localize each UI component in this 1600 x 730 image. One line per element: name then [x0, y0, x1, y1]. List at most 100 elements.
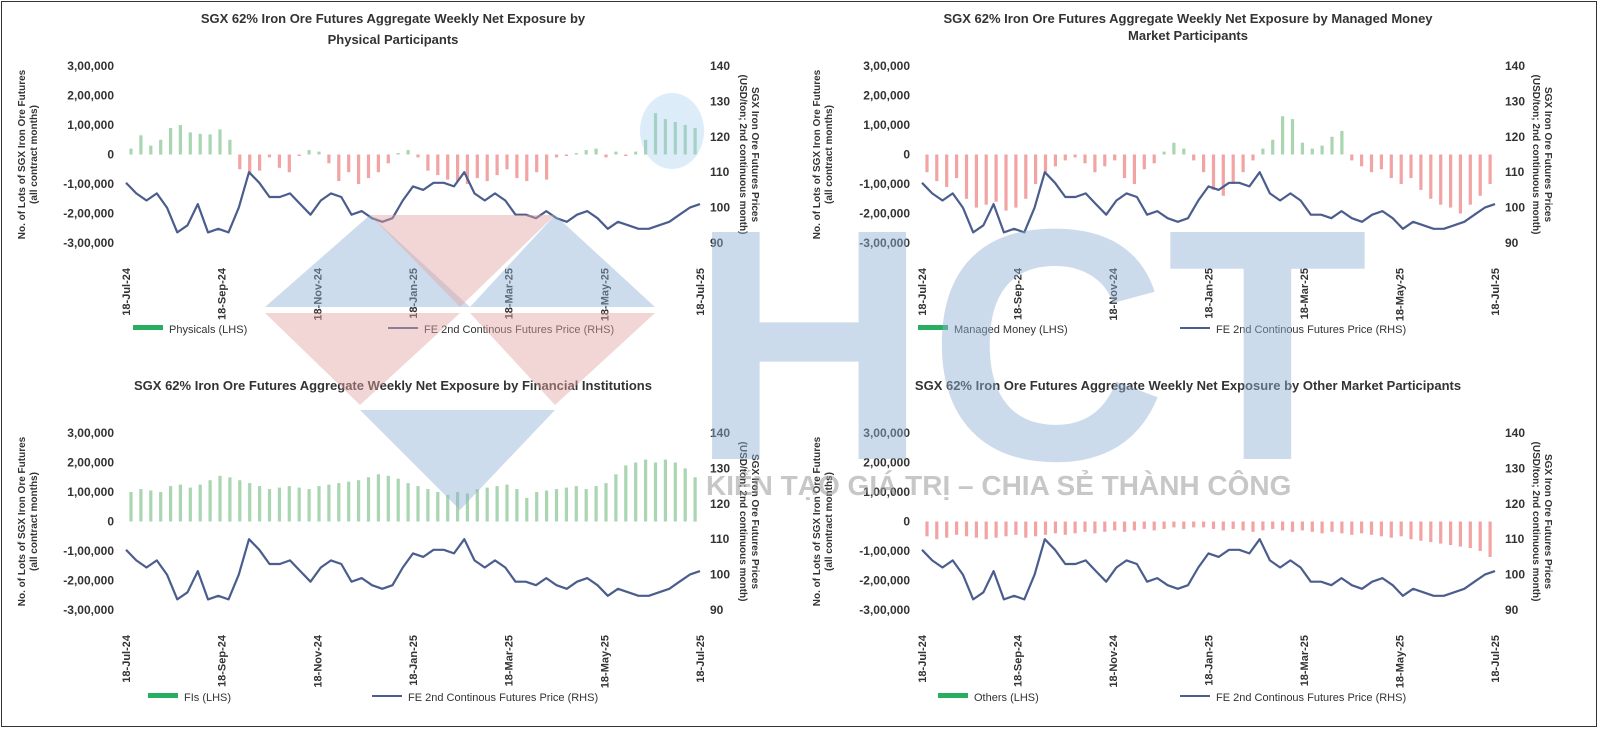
bar — [1439, 154, 1443, 205]
bar — [1330, 521, 1334, 532]
bar — [1261, 148, 1265, 155]
bar — [396, 478, 400, 522]
y2-tick-label: 140 — [710, 426, 730, 440]
y-axis-label: No. of Lots of SGX Iron Ore Futures(all … — [812, 436, 835, 606]
bar — [287, 154, 291, 173]
bar — [653, 462, 658, 522]
bar — [1389, 521, 1393, 538]
bar — [584, 150, 588, 155]
bar — [935, 154, 939, 182]
bar — [1369, 154, 1374, 173]
bar — [1024, 521, 1028, 538]
bar — [673, 122, 677, 155]
bar — [1182, 148, 1186, 155]
y2-tick-label: 90 — [1505, 603, 1519, 617]
bar — [317, 486, 321, 522]
bar — [1449, 521, 1453, 546]
bar — [188, 132, 192, 155]
bar — [1073, 154, 1077, 158]
bar — [1241, 521, 1245, 531]
bar — [1024, 154, 1028, 199]
legend-label-line: FE 2nd Continous Futures Price (RHS) — [1216, 324, 1406, 336]
bar — [317, 151, 321, 155]
bar — [1004, 521, 1008, 537]
y-tick-label: 0 — [107, 148, 114, 162]
y2-tick-label: 140 — [710, 59, 730, 73]
bar — [238, 154, 242, 170]
bar — [178, 484, 182, 522]
bar — [984, 154, 988, 205]
bar — [446, 494, 450, 522]
y-tick-label: 2,00,000 — [863, 89, 910, 103]
bar — [1073, 521, 1077, 534]
bar — [1172, 521, 1176, 528]
x-tick-label: 18-Jul-25 — [695, 268, 707, 316]
y2-axis-label: SGX Iron Ore Futures Prices(USD/ton; 2nd… — [1530, 442, 1553, 602]
bar — [456, 492, 460, 522]
bar — [1192, 154, 1196, 161]
legend-swatch-bars — [938, 693, 968, 698]
y-tick-label: -3,00,000 — [63, 603, 114, 617]
bar — [357, 480, 361, 522]
y2-tick-label: 90 — [1505, 236, 1519, 250]
y-tick-label: -3,00,000 — [859, 603, 910, 617]
bar — [376, 154, 380, 173]
y2-tick-label: 130 — [1505, 94, 1525, 108]
bar — [159, 139, 163, 155]
bar — [1103, 154, 1107, 167]
bar — [1399, 521, 1403, 537]
bar — [1241, 154, 1245, 173]
bar — [935, 521, 939, 540]
bar — [307, 489, 311, 522]
bar — [1439, 521, 1443, 544]
bar — [1330, 136, 1334, 155]
bar — [1043, 521, 1048, 535]
bar — [955, 154, 959, 179]
y2-axis-label: SGX Iron Ore Futures Prices(USD/ton; 2nd… — [737, 442, 760, 602]
bar — [436, 154, 440, 176]
bar — [357, 154, 361, 184]
bar — [129, 148, 133, 155]
bar — [1251, 521, 1255, 532]
bar — [1478, 521, 1482, 551]
bar — [614, 151, 618, 155]
bar — [337, 154, 341, 182]
bar — [554, 489, 559, 522]
bar — [1468, 521, 1472, 548]
bar — [1063, 521, 1067, 535]
y2-tick-label: 100 — [710, 568, 730, 582]
y-axis-label: No. of Lots of SGX Iron Ore Futures(all … — [17, 436, 40, 606]
bar — [1399, 154, 1403, 184]
bar — [475, 489, 479, 522]
bar — [267, 489, 272, 522]
bar — [1122, 154, 1127, 179]
bar — [624, 154, 628, 156]
bar — [277, 487, 281, 522]
bar — [1271, 521, 1275, 529]
bar — [465, 154, 469, 184]
x-tick-label: 18-Jul-24 — [121, 634, 133, 683]
bar — [525, 154, 529, 182]
bar — [1093, 154, 1097, 173]
bar — [277, 154, 281, 168]
y-tick-label: 3,00,000 — [863, 426, 910, 440]
y2-tick-label: 120 — [710, 130, 730, 144]
y-tick-label: 0 — [903, 515, 910, 529]
bar — [994, 521, 998, 538]
bar — [485, 487, 489, 522]
bar — [673, 462, 677, 522]
x-tick-label: 18-Sep-24 — [217, 267, 229, 320]
bar — [693, 477, 697, 522]
y2-tick-label: 130 — [710, 461, 730, 475]
bar — [1152, 521, 1156, 531]
x-tick-label: 18-May-25 — [599, 268, 611, 321]
bar — [1340, 130, 1344, 155]
bar — [1300, 521, 1304, 531]
bar — [426, 489, 430, 522]
y-tick-label: 2,00,000 — [863, 456, 910, 470]
legend-swatch-bars — [133, 325, 163, 330]
bar — [1488, 154, 1492, 184]
bar — [1360, 154, 1364, 167]
bar — [554, 154, 559, 158]
